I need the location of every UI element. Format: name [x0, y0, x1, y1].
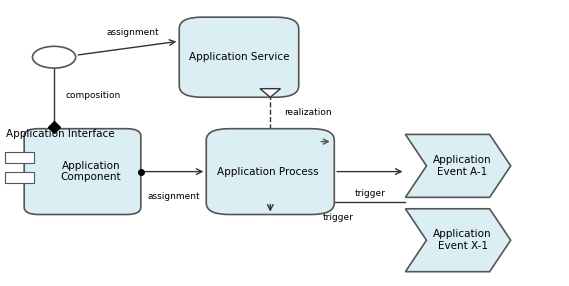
Text: trigger: trigger: [354, 189, 385, 198]
Polygon shape: [260, 89, 281, 97]
Polygon shape: [405, 134, 511, 197]
Text: composition: composition: [65, 91, 121, 100]
FancyBboxPatch shape: [24, 129, 141, 214]
Text: Application Interface: Application Interface: [6, 129, 114, 139]
Text: Application Service: Application Service: [189, 52, 289, 62]
Text: Application
Component: Application Component: [61, 161, 121, 182]
FancyBboxPatch shape: [206, 129, 335, 214]
FancyBboxPatch shape: [5, 152, 34, 163]
Text: Application
Event X-1: Application Event X-1: [433, 229, 492, 251]
Polygon shape: [405, 209, 511, 272]
Text: trigger: trigger: [323, 213, 353, 222]
Text: Application Process: Application Process: [217, 167, 318, 176]
Text: assignment: assignment: [106, 28, 159, 37]
Text: Application
Event A-1: Application Event A-1: [433, 155, 492, 177]
Circle shape: [32, 46, 76, 68]
FancyBboxPatch shape: [5, 172, 34, 183]
Text: realization: realization: [284, 108, 332, 118]
FancyBboxPatch shape: [179, 17, 299, 97]
Text: assignment: assignment: [147, 192, 200, 200]
